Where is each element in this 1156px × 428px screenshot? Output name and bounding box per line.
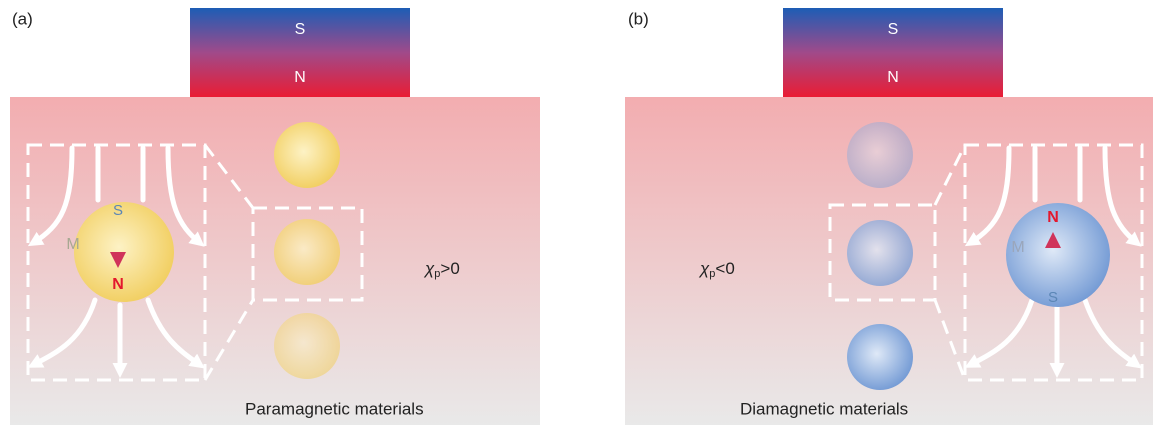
moment-label: M [1011, 239, 1024, 256]
panel-label: (b) [628, 9, 649, 28]
susceptibility: χp<0 [698, 259, 735, 279]
caption: Diamagnetic materials [740, 399, 908, 418]
sphere-pole: N [1047, 209, 1059, 226]
moment-label: M [66, 236, 79, 253]
sphere-pole: S [113, 202, 123, 219]
page: {"panels": [ {"label": "(a)", "magnet": … [0, 0, 1156, 428]
caption: Paramagnetic materials [245, 399, 424, 418]
magnet-pole: N [294, 69, 306, 86]
sphere [274, 219, 340, 285]
diagram: (a) S N S N M χp>0 Paramagnetic material… [0, 0, 1156, 428]
panel-a: (a) S N S N M χp>0 Paramagnetic material… [10, 8, 540, 425]
sphere [847, 122, 913, 188]
magnet-pole: S [888, 21, 899, 38]
magnet-pole: S [295, 21, 306, 38]
panel-b: (b) S N N S M χp<0 Diamagnetic materials [625, 8, 1153, 425]
sphere-pole: S [1048, 289, 1058, 306]
panel-label: (a) [12, 9, 33, 28]
magnet-pole: N [887, 69, 899, 86]
sphere [274, 313, 340, 379]
sphere-pole: N [112, 276, 124, 293]
sphere [847, 324, 913, 390]
sphere [274, 122, 340, 188]
susceptibility: χp>0 [423, 259, 460, 279]
sphere [847, 220, 913, 286]
